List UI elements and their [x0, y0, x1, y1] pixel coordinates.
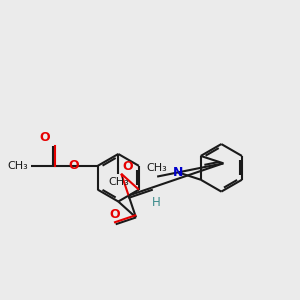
- Text: O: O: [69, 159, 79, 172]
- Text: O: O: [122, 160, 133, 173]
- Text: CH₃: CH₃: [147, 163, 167, 172]
- Text: O: O: [110, 208, 120, 221]
- Text: CH₃: CH₃: [8, 161, 28, 171]
- Text: CH₃: CH₃: [108, 177, 129, 187]
- Text: N: N: [173, 166, 183, 179]
- Text: O: O: [39, 131, 50, 144]
- Text: H: H: [152, 196, 161, 209]
